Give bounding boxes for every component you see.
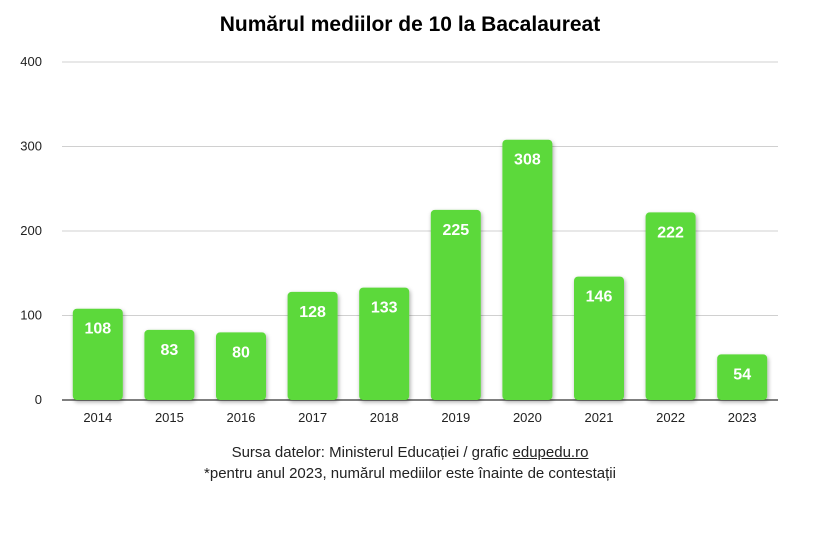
y-tick-label: 200 (20, 223, 42, 238)
bar-value-label: 54 (733, 366, 751, 383)
footnote: *pentru anul 2023, numărul mediilor este… (204, 465, 616, 482)
x-tick-label: 2022 (656, 410, 685, 425)
x-tick-label: 2016 (227, 410, 256, 425)
source-caption: Sursa datelor: Ministerul Educației / gr… (0, 444, 820, 461)
bar-chart: 0 100 200 300 400 108 83 80 128 133 225 308 146 222 5… (20, 54, 778, 425)
bar-2020 (502, 139, 553, 401)
source-link[interactable]: edupedu.ro (512, 444, 589, 461)
x-tick-label: 2018 (370, 410, 399, 425)
x-axis-ticks: 2014 2015 2016 2017 2018 2019 2020 2021 2022 2023 (83, 410, 756, 425)
y-tick-label: 300 (20, 139, 42, 154)
x-tick-label: 2020 (513, 410, 542, 425)
bar-2023 (717, 354, 768, 400)
bar-2017 (287, 291, 338, 400)
bar-value-label: 225 (442, 222, 469, 239)
bar-2014 (72, 308, 123, 400)
x-tick-label: 2023 (728, 410, 757, 425)
bar-2019 (430, 209, 481, 400)
bar-value-label: 133 (371, 300, 398, 317)
bar-2021 (574, 276, 624, 400)
bar-value-label: 83 (161, 342, 179, 359)
bar-2016 (216, 332, 266, 400)
bar-2022 (645, 212, 696, 400)
chart-title: Numărul mediilor de 10 la Bacalaureat (219, 13, 601, 36)
x-tick-label: 2015 (155, 410, 184, 425)
y-tick-label: 400 (20, 54, 42, 69)
y-tick-label: 100 (20, 308, 42, 323)
bar-value-label: 146 (586, 289, 613, 306)
bar-2015 (144, 329, 195, 400)
bars: 108 83 80 128 133 225 308 146 222 54 (72, 139, 768, 401)
x-tick-label: 2021 (585, 410, 614, 425)
source-text: Sursa datelor: Ministerul Educației / gr… (231, 444, 513, 461)
x-tick-label: 2014 (83, 410, 112, 425)
x-tick-label: 2017 (298, 410, 327, 425)
bar-value-label: 80 (232, 344, 250, 361)
y-tick-label: 0 (35, 392, 42, 407)
bar-value-label: 108 (84, 321, 111, 338)
bar-value-label: 128 (299, 304, 326, 321)
x-tick-label: 2019 (441, 410, 470, 425)
y-axis-ticks: 0 100 200 300 400 (20, 54, 42, 407)
bar-value-label: 222 (657, 224, 684, 241)
bar-2018 (359, 287, 410, 400)
bar-value-label: 308 (514, 152, 541, 169)
